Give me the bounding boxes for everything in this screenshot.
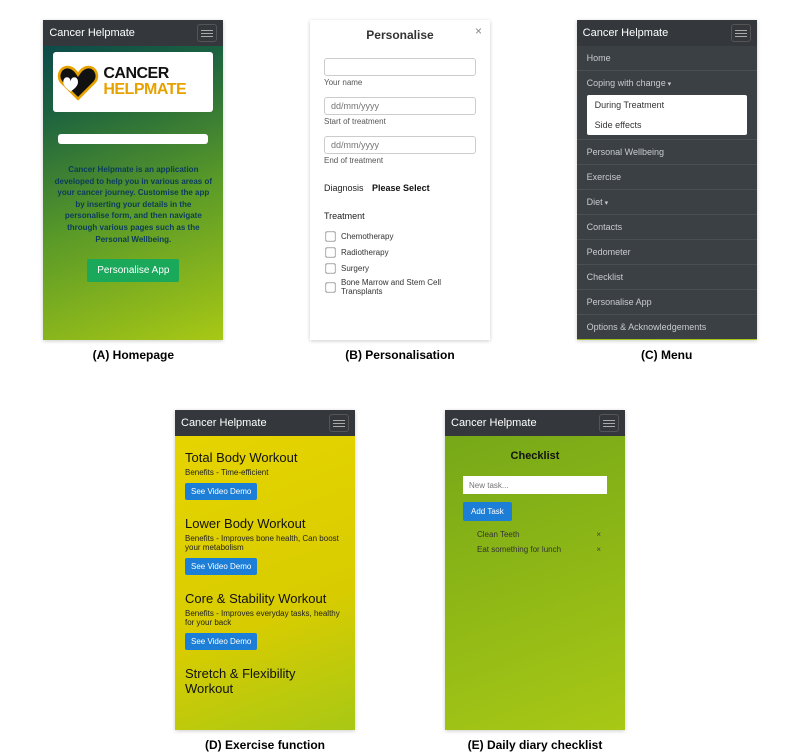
video-demo-button[interactable]: See Video Demo: [185, 483, 257, 500]
diagnosis-label: Diagnosis: [324, 183, 364, 193]
diagnosis-row[interactable]: Diagnosis Please Select: [324, 183, 476, 193]
caption-a: (A) Homepage: [93, 348, 174, 362]
progress-bar: [58, 134, 208, 144]
treatment-option[interactable]: Bone Marrow and Stem Cell Transplants: [324, 278, 476, 296]
navbar: Cancer Helpmate: [577, 20, 757, 46]
end-label: End of treatment: [324, 156, 476, 165]
menu-icon[interactable]: [329, 414, 349, 432]
menu-item-home[interactable]: Home: [577, 46, 757, 70]
start-date-input[interactable]: [324, 97, 476, 115]
submenu: During Treatment Side effects: [587, 95, 747, 135]
task-label: Eat something for lunch: [477, 545, 561, 554]
logo-line1: CANCER: [103, 66, 186, 82]
caption-c: (C) Menu: [641, 348, 692, 362]
checkbox[interactable]: [325, 247, 335, 257]
personalise-app-button[interactable]: Personalise App: [87, 259, 179, 282]
end-date-input[interactable]: [324, 136, 476, 154]
menu-item[interactable]: Pedometer: [577, 239, 757, 264]
menu-item[interactable]: Options & Acknowledgements: [577, 314, 757, 339]
exercise-sub: Benefits - Improves bone health, Can boo…: [185, 534, 345, 552]
menu-icon[interactable]: [197, 24, 217, 42]
treatment-option[interactable]: Radiotherapy: [324, 246, 476, 259]
close-icon[interactable]: ×: [475, 24, 482, 38]
exercise-title: Total Body Workout: [185, 450, 345, 465]
exercise-title: Lower Body Workout: [185, 516, 345, 531]
exercise-sub: Benefits - Time-efficient: [185, 468, 345, 477]
menu-item[interactable]: Contacts: [577, 214, 757, 239]
menu-icon[interactable]: [731, 24, 751, 42]
exercise-title: Core & Stability Workout: [185, 591, 345, 606]
menu-tail-text: details in the personalise form, and the…: [577, 339, 757, 340]
exercise-sub: Benefits - Improves everyday tasks, heal…: [185, 609, 345, 627]
app-title: Cancer Helpmate: [451, 417, 537, 429]
video-demo-button[interactable]: See Video Demo: [185, 633, 257, 650]
nav-menu: Home Coping with change During Treatment…: [577, 46, 757, 339]
personalise-title: Personalise: [324, 28, 476, 42]
checkbox[interactable]: [325, 231, 335, 241]
checkbox[interactable]: [325, 282, 335, 292]
task-row: Eat something for lunch ×: [463, 542, 607, 557]
task-label: Clean Teeth: [477, 530, 520, 539]
new-task-input[interactable]: [463, 476, 607, 494]
exercise-title: Stretch & Flexibility Workout: [185, 666, 345, 696]
name-label: Your name: [324, 78, 476, 87]
logo-line2: HELPMATE: [103, 82, 186, 98]
panel-menu: Cancer Helpmate Home Coping with change …: [577, 20, 757, 340]
heart-icon: [57, 61, 99, 103]
delete-task-icon[interactable]: ×: [596, 530, 601, 539]
treatment-option[interactable]: Surgery: [324, 262, 476, 275]
checkbox[interactable]: [325, 263, 335, 273]
treatment-label: Treatment: [324, 211, 476, 221]
panel-checklist: Cancer Helpmate Checklist Add Task Clean…: [445, 410, 625, 730]
caption-b: (B) Personalisation: [345, 348, 454, 362]
checklist-title: Checklist: [463, 450, 607, 462]
logo: CANCER HELPMATE: [53, 52, 213, 112]
caption-e: (E) Daily diary checklist: [468, 738, 603, 752]
menu-item-coping[interactable]: Coping with change: [577, 70, 757, 95]
navbar: Cancer Helpmate: [175, 410, 355, 436]
menu-icon[interactable]: [599, 414, 619, 432]
navbar: Cancer Helpmate: [445, 410, 625, 436]
diagnosis-value[interactable]: Please Select: [372, 183, 430, 193]
app-title: Cancer Helpmate: [49, 27, 135, 39]
caption-d: (D) Exercise function: [205, 738, 325, 752]
menu-item[interactable]: Checklist: [577, 264, 757, 289]
start-label: Start of treatment: [324, 117, 476, 126]
task-row: Clean Teeth ×: [463, 527, 607, 542]
panel-homepage: Cancer Helpmate CANCER HELPMATE: [43, 20, 223, 340]
add-task-button[interactable]: Add Task: [463, 502, 512, 521]
menu-item[interactable]: Exercise: [577, 164, 757, 189]
app-title: Cancer Helpmate: [583, 27, 669, 39]
submenu-item[interactable]: During Treatment: [587, 95, 747, 115]
app-title: Cancer Helpmate: [181, 417, 267, 429]
panel-exercise: Cancer Helpmate Total Body Workout Benef…: [175, 410, 355, 730]
menu-item-diet[interactable]: Diet: [577, 189, 757, 214]
delete-task-icon[interactable]: ×: [596, 545, 601, 554]
treatment-option[interactable]: Chemotherapy: [324, 230, 476, 243]
intro-text: Cancer Helpmate is an application develo…: [53, 164, 213, 245]
menu-item[interactable]: Personal Wellbeing: [577, 139, 757, 164]
name-input[interactable]: [324, 58, 476, 76]
video-demo-button[interactable]: See Video Demo: [185, 558, 257, 575]
submenu-item[interactable]: Side effects: [587, 115, 747, 135]
menu-item[interactable]: Personalise App: [577, 289, 757, 314]
navbar: Cancer Helpmate: [43, 20, 223, 46]
panel-personalise: × Personalise Your name Start of treatme…: [310, 20, 490, 340]
